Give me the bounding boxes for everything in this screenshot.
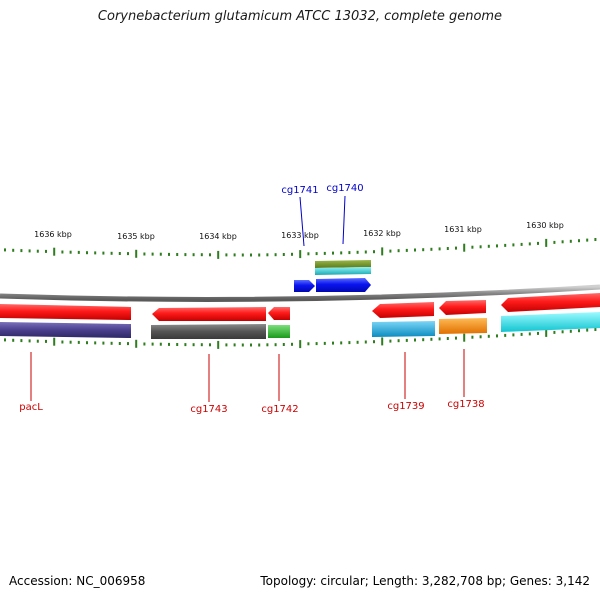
feature-cg1743[interactable]: [152, 307, 266, 321]
genome-backbone: [0, 284, 600, 302]
feature-cg1743-track-gray[interactable]: [151, 324, 266, 339]
feature-pacL-track-navy[interactable]: [0, 322, 131, 338]
ruler-label: 1636 kbp: [34, 230, 72, 239]
ruler-label: 1631 kbp: [444, 225, 482, 234]
feature-cg1738-track-orange[interactable]: [439, 318, 487, 334]
leader-line-cg1741: [299, 196, 305, 247]
feature-cg1740[interactable]: [316, 278, 371, 292]
ruler-ticks-top: [4, 238, 597, 259]
ruler-label: 1630 kbp: [526, 221, 564, 230]
gene-label-pacL[interactable]: pacL: [19, 402, 43, 413]
feature-cg1742-track-green[interactable]: [268, 325, 290, 338]
gene-label-cg1740[interactable]: cg1740: [326, 183, 363, 194]
map-title: Corynebacterium glutamicum ATCC 13032, c…: [97, 9, 503, 24]
feature-cg1742[interactable]: [268, 307, 290, 320]
feature-cg1737-track-cyan[interactable]: [501, 312, 600, 332]
feature-cg1739-track-sky[interactable]: [372, 321, 435, 337]
feature-cg1737[interactable]: [501, 293, 600, 312]
ruler-label: 1634 kbp: [199, 232, 237, 241]
feature-cg1739[interactable]: [372, 302, 434, 318]
gene-label-cg1743[interactable]: cg1743: [190, 404, 227, 415]
gene-label-cg1741[interactable]: cg1741: [281, 185, 318, 196]
gene-label-cg1738[interactable]: cg1738: [447, 399, 484, 410]
feature-cg1738[interactable]: [439, 300, 486, 315]
ruler-label: 1635 kbp: [117, 232, 155, 241]
topology-text: Topology: circular; Length: 3,282,708 bp…: [260, 574, 590, 588]
accession-text: Accession: NC_006958: [9, 574, 146, 588]
feature-cg1741[interactable]: [294, 280, 315, 292]
feature-cg1740-track-olive[interactable]: [315, 260, 371, 268]
ruler-ticks-bottom: [4, 328, 597, 349]
feature-cg1740-track-teal[interactable]: [315, 267, 371, 275]
gene-label-cg1742[interactable]: cg1742: [261, 404, 298, 415]
gene-label-cg1739[interactable]: cg1739: [387, 401, 424, 412]
leader-line-cg1740: [342, 195, 346, 245]
ruler-label: 1632 kbp: [363, 229, 401, 238]
ruler-label: 1633 kbp: [281, 231, 319, 240]
feature-pacL[interactable]: [0, 304, 131, 320]
